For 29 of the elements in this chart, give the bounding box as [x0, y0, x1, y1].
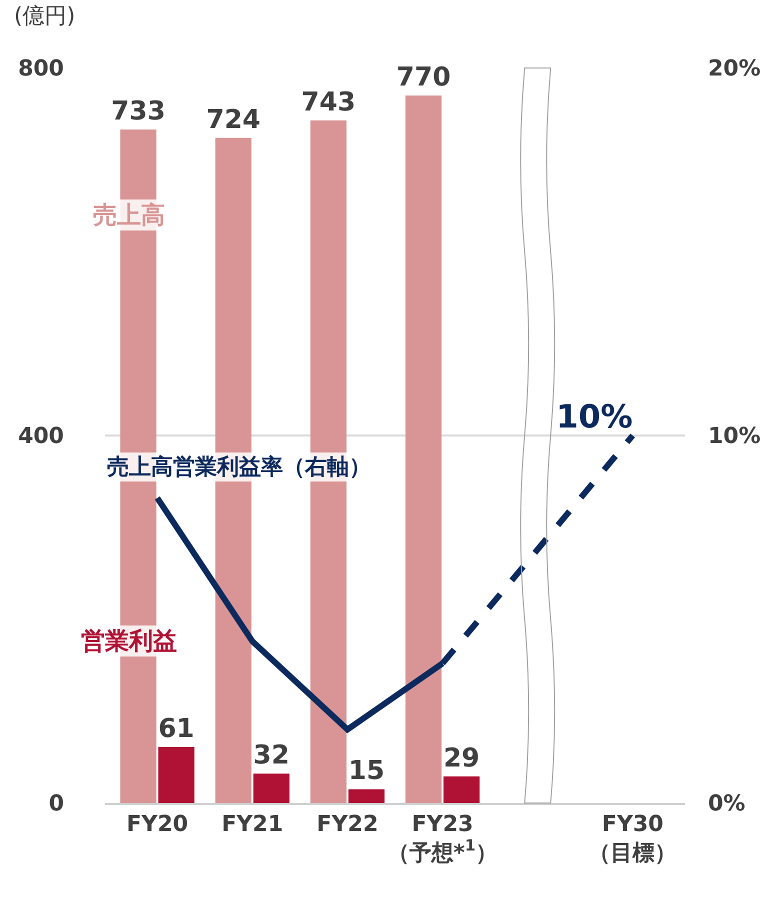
- y2-tick-label: 10%: [708, 424, 761, 450]
- x-tick-label: FY21: [222, 812, 284, 838]
- bar: [443, 776, 480, 803]
- x-tick-label: FY30 （目標）: [588, 812, 677, 866]
- data-label: 733: [111, 96, 166, 127]
- data-label: 743: [301, 87, 356, 118]
- text: 営業利益: [81, 627, 177, 655]
- y2-tick-label: 20%: [708, 56, 761, 82]
- y-axis-title: (億円): [14, 4, 76, 29]
- data-label: 29: [443, 743, 480, 774]
- text: 売上高営業利益率（右軸）: [107, 454, 371, 480]
- data-label: 770: [396, 62, 451, 93]
- series-label: 売上高: [93, 201, 165, 229]
- y-tick-label: 400: [18, 424, 64, 450]
- y-tick-label: 0: [48, 792, 64, 817]
- y2-tick-label: 0%: [708, 792, 746, 817]
- bar: [253, 774, 290, 803]
- y-tick-label: 800: [18, 56, 64, 82]
- bar: [348, 789, 385, 803]
- bar: [158, 746, 194, 803]
- data-label: 724: [206, 104, 261, 135]
- data-label: 15: [348, 756, 385, 786]
- data-label: 10%: [556, 398, 633, 436]
- x-tick-label: FY20: [126, 812, 188, 838]
- bar: [405, 96, 442, 803]
- x-tick-label: FY22: [316, 812, 378, 838]
- data-label: 61: [158, 714, 194, 744]
- x-tick-label: FY23 （予想*$^{1}$）: [387, 812, 498, 866]
- data-label: 32: [253, 740, 290, 771]
